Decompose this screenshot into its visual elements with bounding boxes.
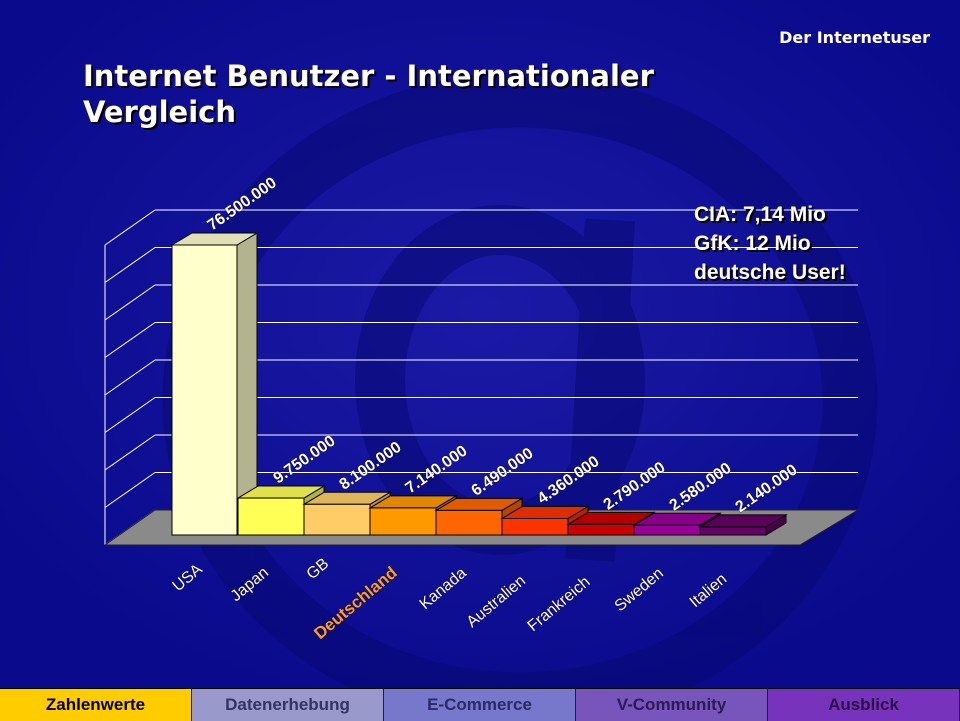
side-gridline: [104, 322, 156, 358]
tab-v-community[interactable]: V-Community: [576, 689, 768, 721]
note-line-gfk: GfK: 12 Mio: [694, 232, 811, 255]
tab-e-commerce[interactable]: E-Commerce: [384, 689, 576, 721]
section-label: Der Internetuser: [779, 28, 930, 47]
bar-chart: 76.500.000USA9.750.000Japan8.100.000GB7.…: [0, 0, 960, 688]
bottom-navigation: Zahlenwerte Datenerhebung E-Commerce V-C…: [0, 688, 960, 721]
bar-front: [237, 497, 305, 536]
note-line-cia: CIA: 7,14 Mio: [694, 203, 826, 226]
note-box: CIA: 7,14 Mio GfK: 12 Mio deutsche User!: [694, 200, 846, 287]
tab-zahlenwerte[interactable]: Zahlenwerte: [0, 689, 192, 721]
bar-front: [699, 526, 767, 536]
side-gridline: [104, 209, 156, 246]
note-line-users: deutsche User!: [694, 261, 846, 284]
page-title: Internet Benutzer - Internationaler Verg…: [83, 59, 654, 129]
bar-front: [369, 507, 437, 536]
bar-front: [501, 517, 569, 536]
side-gridline: [104, 247, 156, 283]
bar-front: [567, 523, 635, 536]
side-gridline: [104, 397, 156, 433]
bar-front: [303, 503, 371, 536]
tab-ausblick[interactable]: Ausblick: [768, 689, 960, 721]
slide: 76.500.000 USA 9.750.000 Japan 8.100.000 GB 7.…: [0, 0, 960, 688]
side-gridline: [104, 284, 156, 321]
side-gridline: [104, 472, 156, 508]
bar-front: [435, 509, 503, 536]
tab-datenerhebung[interactable]: Datenerhebung: [192, 689, 384, 721]
side-gridline: [104, 359, 156, 396]
bar-front: [633, 524, 701, 536]
bar-italien: [698, 514, 788, 536]
side-gridline: [104, 434, 156, 471]
bar-usa: [170, 232, 259, 536]
bar-australien: [500, 505, 590, 536]
bar-front: [171, 244, 238, 536]
